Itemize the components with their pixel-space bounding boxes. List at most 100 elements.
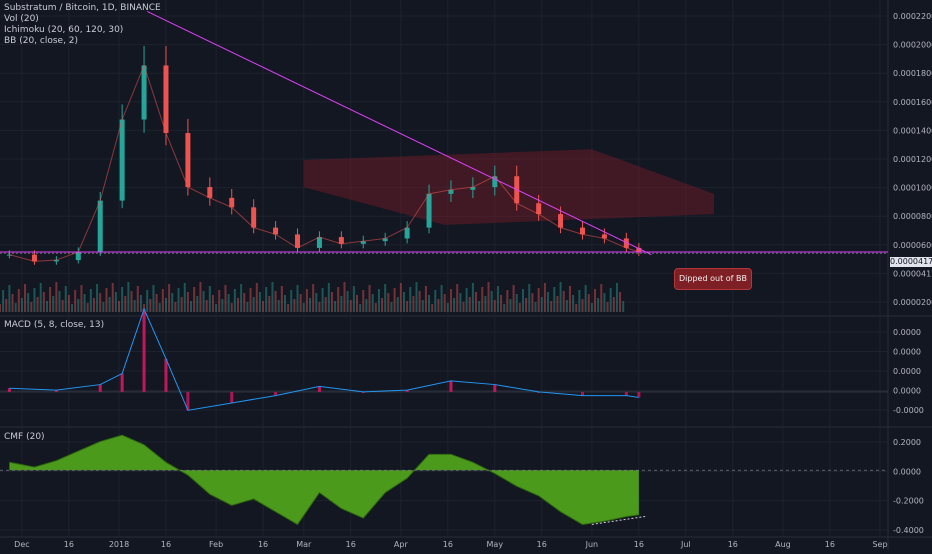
- volume-bar: [205, 300, 208, 312]
- volume-bar: [58, 291, 61, 312]
- candle: [251, 207, 257, 228]
- volume-bar: [368, 285, 371, 312]
- x-tick-label: 2018: [109, 540, 129, 549]
- annotation-note[interactable]: Dipped out of BB: [674, 268, 752, 290]
- volume-bar: [581, 299, 584, 312]
- volume-bar: [315, 293, 318, 312]
- candle: [338, 237, 344, 244]
- volume-bar: [374, 303, 377, 312]
- volume-bar: [515, 294, 518, 312]
- y-tick-label: -0.0000: [893, 406, 924, 415]
- y-tick-label: -0.2000: [893, 497, 924, 506]
- volume-bar: [255, 283, 258, 312]
- volume-bar: [465, 288, 468, 312]
- volume-bar: [202, 291, 205, 312]
- volume-bar: [152, 285, 155, 312]
- x-tick-label: Dec: [14, 540, 29, 549]
- y-tick-label: 0.00012000: [893, 155, 932, 164]
- volume-bar: [77, 299, 80, 312]
- volume-bar: [412, 296, 415, 312]
- y-tick-label: 0.00016000: [893, 98, 932, 107]
- volume-bar: [312, 284, 315, 312]
- x-tick-label: 16: [728, 540, 738, 549]
- volume-bar: [556, 296, 559, 312]
- volume-bar: [265, 287, 268, 312]
- volume-bar: [543, 283, 546, 312]
- volume-bar: [161, 289, 164, 312]
- volume-bar: [340, 296, 343, 312]
- volume-bar: [449, 289, 452, 312]
- volume-bar: [359, 304, 362, 312]
- volume-bar: [393, 288, 396, 312]
- volume-bar: [609, 288, 612, 312]
- macd-histogram-bar: [580, 391, 584, 396]
- candle: [75, 251, 81, 261]
- candle: [185, 133, 191, 188]
- x-tick-label: 16: [825, 540, 835, 549]
- volume-bar: [252, 297, 255, 312]
- volume-bar: [540, 297, 543, 312]
- candle: [558, 214, 564, 228]
- volume-bar: [249, 288, 252, 312]
- volume-bar: [615, 283, 618, 312]
- volume-bar: [42, 292, 45, 312]
- volume-bar: [619, 292, 622, 312]
- macd-label: MACD (5, 8, close, 13): [4, 320, 105, 330]
- volume-bar: [459, 293, 462, 312]
- volume-bar: [5, 299, 8, 312]
- volume-bar: [512, 285, 515, 312]
- volume-bar: [428, 295, 431, 312]
- ichimoku-legend: Ichimoku (20, 60, 120, 30): [4, 25, 124, 35]
- volume-bar: [105, 288, 108, 312]
- volume-bar: [500, 295, 503, 312]
- volume-bar: [80, 285, 83, 312]
- volume-bar: [568, 286, 571, 312]
- volume-bar: [64, 286, 67, 312]
- volume-bar: [356, 295, 359, 312]
- volume-bar: [149, 299, 152, 312]
- volume-bar: [2, 290, 5, 312]
- volume-bar: [594, 289, 597, 312]
- volume-bar: [108, 297, 111, 312]
- volume-bar: [196, 296, 199, 312]
- volume-bar: [24, 284, 27, 312]
- ichimoku-cloud: [303, 149, 715, 225]
- volume-bar: [550, 301, 553, 312]
- volume-bar: [587, 294, 590, 312]
- volume-bar: [233, 289, 236, 312]
- x-tick-label: Apr: [394, 540, 409, 549]
- volume-bar: [246, 302, 249, 312]
- candle: [426, 193, 432, 228]
- volume-bar: [521, 289, 524, 312]
- volume-bar: [578, 290, 581, 312]
- volume-bar: [565, 300, 568, 312]
- volume-bar: [199, 282, 202, 312]
- volume-bar: [384, 284, 387, 312]
- volume-bar: [262, 301, 265, 312]
- volume-bar: [124, 296, 127, 312]
- macd-histogram-bar: [274, 391, 278, 396]
- volume-bar: [171, 293, 174, 312]
- volume-bar: [139, 295, 142, 312]
- volume-bar: [99, 293, 102, 312]
- candle: [207, 187, 213, 198]
- macd-histogram-bar: [405, 390, 409, 392]
- volume-bar: [399, 283, 402, 312]
- macd-histogram-bar: [624, 391, 628, 396]
- candle: [53, 260, 59, 262]
- candle: [360, 241, 366, 244]
- macd-histogram-bar: [164, 358, 168, 392]
- volume-bar: [456, 284, 459, 312]
- volume-bar: [190, 301, 193, 312]
- x-tick-label: 16: [443, 540, 453, 549]
- volume-bar: [528, 284, 531, 312]
- y-tick-label: 0.0000: [893, 387, 921, 396]
- volume-bar: [534, 302, 537, 312]
- volume-bar: [211, 295, 214, 312]
- volume-bar: [127, 282, 130, 312]
- x-tick-label: Mar: [296, 540, 312, 549]
- macd-histogram-bar: [637, 391, 641, 398]
- x-tick-label: 16: [258, 540, 268, 549]
- x-tick-label: May: [487, 540, 504, 549]
